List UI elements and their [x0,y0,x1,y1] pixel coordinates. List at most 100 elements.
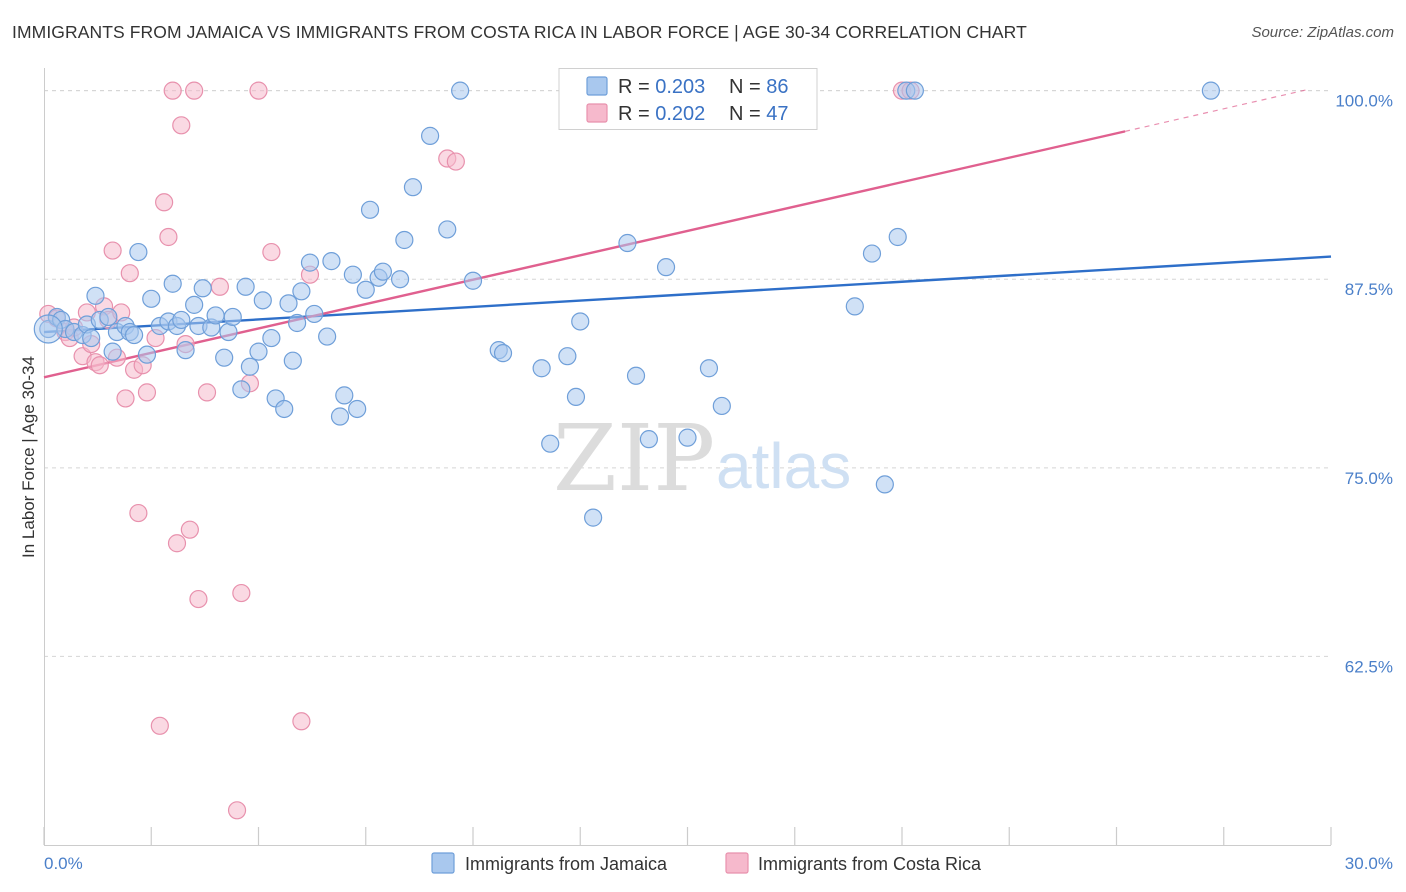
point-jamaica [279,294,298,313]
legend-n-value-jamaica: 86 [766,76,788,98]
legend-r-value-jamaica: 0.203 [655,76,705,98]
point-jamaica [678,428,697,447]
point-costa-rica [167,534,187,553]
chart-source: Source: ZipAtlas.com [1251,24,1394,41]
point-costa-rica [103,241,122,260]
legend-r-label-costarica: R = [618,103,655,125]
point-costa-rica [210,277,229,296]
point-jamaica [390,270,410,289]
point-jamaica [395,230,414,250]
legend-swatch-jamaica [586,76,608,96]
x-tick-label-max: 30.0% [1345,854,1393,873]
point-jamaica [532,359,551,378]
point-jamaica [421,126,440,145]
point-jamaica [463,271,483,290]
point-jamaica [215,348,234,367]
point-costa-rica [227,801,247,820]
axes [44,68,1331,846]
legend-r-value-costarica: 0.202 [655,103,705,125]
point-costa-rica [292,712,311,731]
point-jamaica [240,357,260,376]
point-jamaica [275,399,294,419]
point-jamaica [206,306,225,325]
point-costa-rica [262,242,281,262]
legend: R = 0.203 N = 86 R = 0.202 N = 47 [558,68,818,130]
watermark-atlas: atlas [716,430,851,502]
point-jamaica [305,304,324,324]
point-jamaica [288,313,307,333]
point-costa-rica [163,81,182,100]
point-jamaica [137,345,157,364]
point-jamaica [875,475,894,494]
point-jamaica [142,289,161,308]
point-jamaica [249,342,268,361]
point-costa-rica [249,81,268,100]
point-jamaica [86,286,105,305]
bottom-legend-swatch-costarica [725,852,749,874]
point-jamaica [330,407,350,426]
point-jamaica [403,178,423,197]
trend-line-costa-rica [43,130,1126,379]
bottom-legend: Immigrants from Jamaica Immigrants from … [431,852,982,874]
point-jamaica [360,200,380,219]
point-jamaica [283,351,302,370]
point-costa-rica [180,520,199,539]
point-jamaica [1201,81,1220,100]
point-jamaica [699,359,719,378]
point-jamaica [335,386,354,405]
legend-n-label-costarica: N = [729,103,766,125]
y-tick-label: 100.0% [1335,92,1393,111]
point-costa-rica [150,716,169,735]
point-jamaica [541,434,560,453]
point-costa-rica [197,383,217,402]
legend-row-jamaica: R = 0.203 N = 86 [618,76,789,98]
point-jamaica [124,325,144,345]
point-costa-rica [446,152,465,171]
point-jamaica [618,233,637,253]
point-jamaica [571,312,590,331]
point-jamaica [219,322,238,342]
y-tick-label: 62.5% [1345,657,1393,676]
point-jamaica [292,282,311,301]
point-jamaica [438,220,457,239]
legend-swatch-costarica [586,103,608,123]
bottom-legend-label-jamaica: Immigrants from Jamaica [465,854,668,874]
gridlines [44,90,1331,657]
watermark-zip: ZIP [553,405,715,512]
point-jamaica [253,291,272,310]
x-tick-labels: 0.0% 30.0% [44,854,1393,873]
point-jamaica [845,297,864,316]
point-jamaica [493,344,513,363]
trend-line-costa-rica-extension [1124,88,1310,132]
point-jamaica [99,307,118,327]
point-costa-rica [120,264,139,283]
legend-n-value-costarica: 47 [766,103,788,125]
y-tick-labels: 62.5% 75.0% 87.5% 100.0% [1335,92,1393,677]
point-jamaica [348,399,367,419]
point-jamaica [300,253,320,272]
x-tick-label-min: 0.0% [44,854,83,873]
point-jamaica [373,262,393,281]
trend-line-jamaica [43,255,1332,334]
point-jamaica [193,279,212,298]
point-jamaica [129,242,148,262]
point-jamaica [322,252,341,271]
point-jamaica [712,396,731,416]
legend-r-label-jamaica: R = [618,76,655,98]
point-costa-rica [185,81,204,100]
points-jamaica [33,81,1220,527]
point-jamaica [176,341,195,360]
point-jamaica [451,81,470,100]
point-jamaica [888,227,907,247]
point-jamaica [558,347,577,366]
point-jamaica [236,277,255,296]
point-jamaica [262,328,281,348]
x-ticks [43,827,1332,845]
bottom-legend-label-costarica: Immigrants from Costa Rica [758,854,982,874]
watermark: ZIP atlas [553,405,851,512]
chart-title: IMMIGRANTS FROM JAMAICA VS IMMIGRANTS FR… [12,22,1027,42]
point-costa-rica [116,389,135,408]
point-costa-rica [159,227,178,247]
point-jamaica [103,342,122,361]
point-jamaica [656,258,676,277]
